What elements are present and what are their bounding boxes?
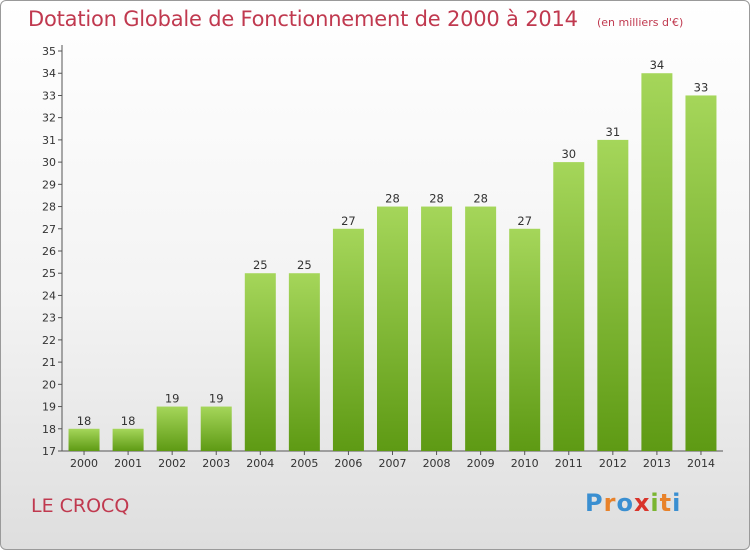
chart-title: Dotation Globale de Fonctionnement de 20… <box>28 7 578 31</box>
x-tick-label: 2007 <box>379 457 407 470</box>
data-label: 27 <box>341 214 356 228</box>
y-tick-label: 31 <box>42 134 56 147</box>
data-label: 19 <box>209 392 224 406</box>
commune-name: LE CROCQ <box>31 495 130 517</box>
y-tick-label: 25 <box>42 267 56 280</box>
y-tick-label: 18 <box>42 423 56 436</box>
y-tick-label: 32 <box>42 112 56 125</box>
bar <box>553 162 585 451</box>
x-tick-label: 2013 <box>643 457 671 470</box>
x-tick-label: 2011 <box>555 457 583 470</box>
data-label: 30 <box>561 147 576 161</box>
y-tick-label: 27 <box>42 223 56 236</box>
y-tick-label: 28 <box>42 201 56 214</box>
data-label: 28 <box>429 192 444 206</box>
x-tick-label: 2005 <box>290 457 318 470</box>
bar <box>244 273 276 451</box>
data-label: 28 <box>385 192 400 206</box>
y-tick-label: 33 <box>42 89 56 102</box>
chart-header: Dotation Globale de Fonctionnement de 20… <box>28 7 683 31</box>
bar <box>200 406 232 451</box>
data-label: 31 <box>606 125 621 139</box>
x-tick-label: 2003 <box>202 457 230 470</box>
logo-letter: t <box>659 489 673 517</box>
x-tick-label: 2014 <box>687 457 715 470</box>
data-label: 19 <box>165 392 180 406</box>
data-label: 33 <box>694 80 709 94</box>
y-tick-label: 35 <box>42 45 56 58</box>
logo-letter: x <box>633 489 651 517</box>
y-tick-label: 22 <box>42 334 56 347</box>
data-label: 34 <box>650 58 665 72</box>
data-label: 28 <box>473 192 488 206</box>
y-tick-label: 20 <box>42 378 56 391</box>
chart-subtitle: (en milliers d'€) <box>596 16 684 29</box>
bar <box>597 139 629 451</box>
bar <box>465 206 497 451</box>
x-tick-label: 2009 <box>467 457 495 470</box>
proxiti-logo[interactable]: Proxiti <box>585 489 681 517</box>
x-tick-label: 2008 <box>423 457 451 470</box>
bar <box>112 428 144 451</box>
y-tick-label: 29 <box>42 178 56 191</box>
data-label: 25 <box>253 258 268 272</box>
logo-letter: P <box>585 489 604 517</box>
y-tick-label: 24 <box>42 289 56 302</box>
data-label: 18 <box>77 414 92 428</box>
y-tick-label: 23 <box>42 312 56 325</box>
x-tick-label: 2010 <box>511 457 539 470</box>
bar <box>641 73 673 451</box>
y-tick-label: 30 <box>42 156 56 169</box>
x-tick-label: 2002 <box>158 457 186 470</box>
y-tick-label: 34 <box>42 67 56 80</box>
logo-letter: o <box>616 489 634 517</box>
bar <box>68 428 100 451</box>
x-tick-label: 2000 <box>70 457 98 470</box>
y-tick-label: 17 <box>42 445 56 458</box>
bar <box>156 406 188 451</box>
data-label: 18 <box>121 414 136 428</box>
bar <box>288 273 320 451</box>
logo-letter: r <box>603 489 617 517</box>
y-tick-label: 21 <box>42 356 56 369</box>
bar <box>332 228 364 451</box>
bar <box>377 206 408 451</box>
data-label: 25 <box>297 258 312 272</box>
logo-letter: i <box>650 489 660 517</box>
x-tick-label: 2001 <box>114 457 142 470</box>
data-label: 27 <box>517 214 532 228</box>
bar <box>509 228 541 451</box>
bar <box>685 95 717 451</box>
x-tick-label: 2006 <box>334 457 362 470</box>
bar <box>421 206 453 451</box>
y-tick-label: 26 <box>42 245 56 258</box>
y-tick-label: 19 <box>42 401 56 414</box>
x-tick-label: 2012 <box>599 457 627 470</box>
logo-letter: i <box>672 489 682 517</box>
x-tick-label: 2004 <box>246 457 274 470</box>
